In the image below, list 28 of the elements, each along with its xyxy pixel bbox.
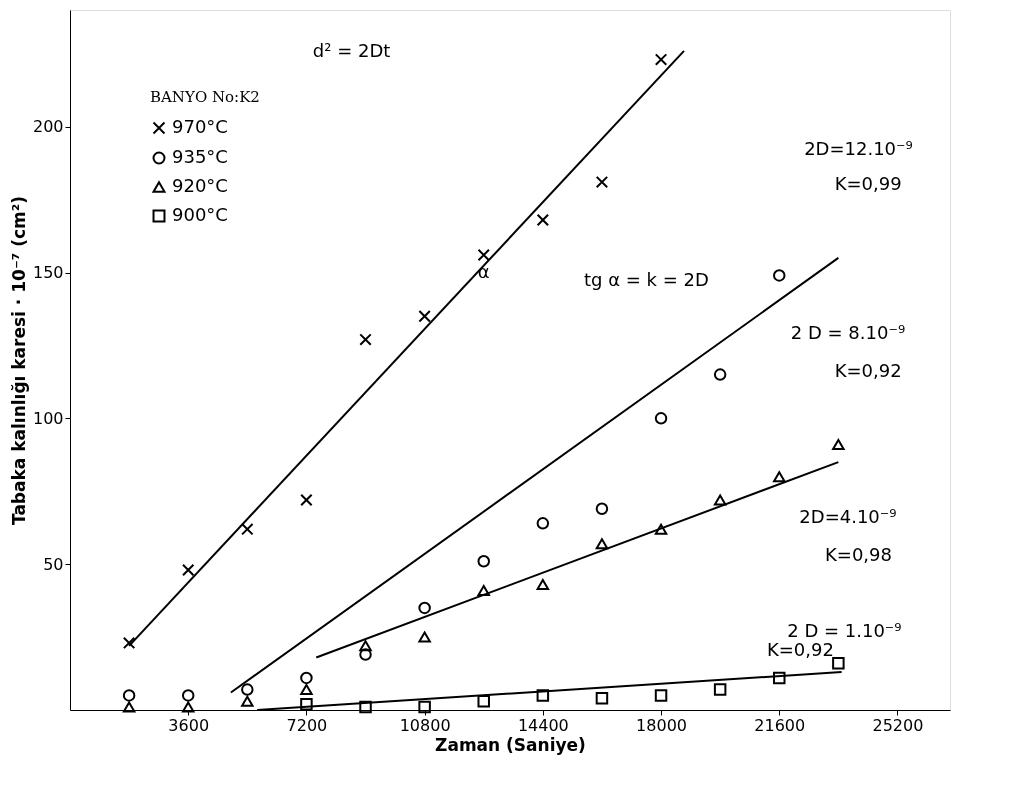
- annotation: K=0,99: [834, 173, 902, 194]
- legend-label: 900°C: [172, 204, 228, 225]
- annotation: K=0,98: [825, 544, 892, 565]
- legend-title: BANYO No:K2: [150, 88, 260, 106]
- annotation: d² = 2Dt: [312, 40, 391, 61]
- legend-label: 935°C: [172, 146, 228, 167]
- annotation: 2 D = 1.10⁻⁹: [787, 619, 902, 641]
- y-tick-label: 150: [32, 263, 64, 282]
- annotation: tg α = k = 2D: [583, 268, 709, 290]
- x-tick-label: 10800: [399, 715, 451, 735]
- x-tick-label: 3600: [168, 715, 210, 735]
- x-tick-label: 25200: [872, 715, 924, 735]
- annotation: 2D=12.10⁻⁹: [804, 138, 913, 159]
- y-axis-title: Tabaka kalınlığı karesi · 10⁻⁷ (cm²): [8, 195, 29, 526]
- x-tick-label: 7200: [286, 715, 328, 735]
- legend-label: 970°C: [172, 116, 228, 137]
- x-tick-label: 14400: [517, 715, 569, 735]
- annotation: 2D=4.10⁻⁹: [799, 505, 897, 527]
- annotation: K=0,92: [834, 359, 902, 381]
- annotation: K=0,92: [766, 638, 834, 660]
- x-tick-label: 18000: [636, 715, 687, 735]
- y-tick-label: 100: [32, 408, 64, 428]
- y-tick-label: 50: [43, 554, 64, 574]
- annotation: 2 D = 8.10⁻⁹: [790, 322, 906, 344]
- x-axis-title: Zaman (Saniye): [435, 734, 586, 755]
- x-tick-label: 21600: [754, 715, 806, 735]
- y-tick-label: 200: [32, 117, 64, 137]
- legend-label: 920°C: [172, 175, 228, 196]
